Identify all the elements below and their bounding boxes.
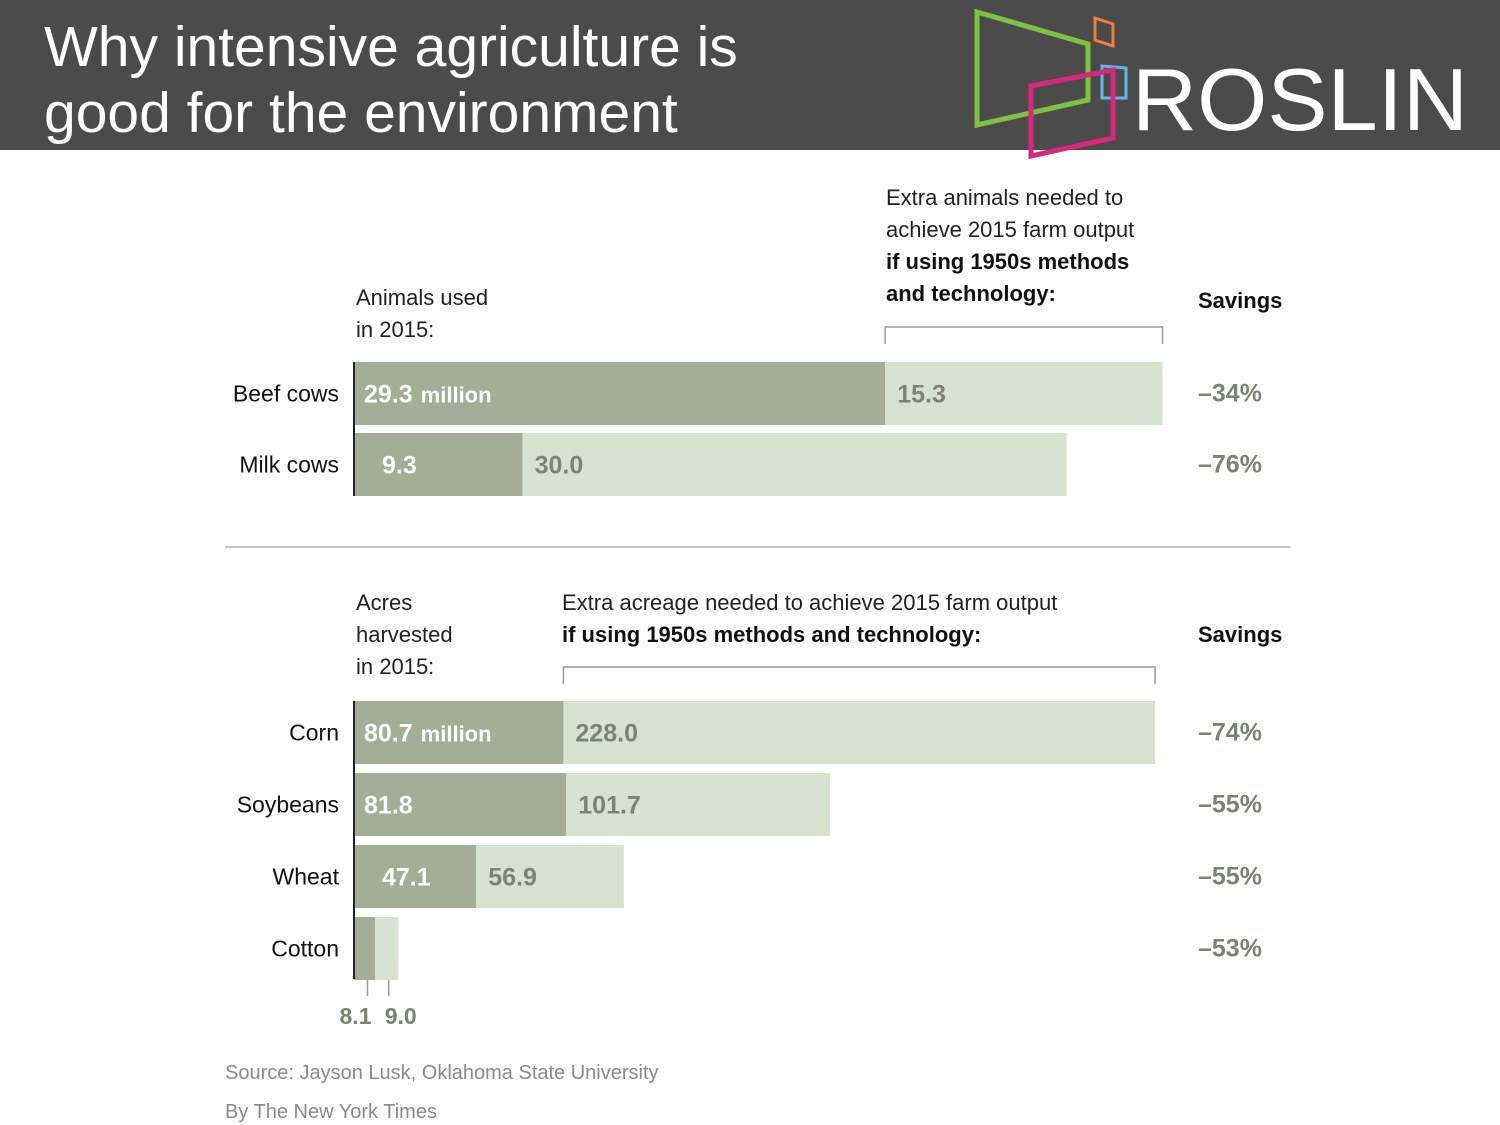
bar-extra-beef-cows xyxy=(885,362,1163,425)
used-header-label: in 2015: xyxy=(356,317,434,342)
extra-header-label-bold: and technology: xyxy=(886,281,1056,306)
used-header-label: Acres xyxy=(356,590,412,615)
logo-blue-frame-shape xyxy=(1100,64,1128,100)
header-bar: Why intensive agriculture is good for th… xyxy=(0,0,1500,160)
extra-header-label-bold: if using 1950s methods xyxy=(886,249,1129,274)
logo-green-frame-shape xyxy=(974,8,1091,129)
value-label-used-beef-cows: 29.3 million xyxy=(364,381,492,409)
extra-bracket xyxy=(562,666,1156,684)
credit-note: By The New York Times xyxy=(225,1101,437,1123)
savings-header: Savings xyxy=(1198,622,1282,647)
bar-extra-corn xyxy=(563,701,1156,764)
unit-suffix: million xyxy=(421,383,492,408)
bar-extra-cotton xyxy=(375,917,399,980)
savings-value-corn: –74% xyxy=(1198,719,1262,747)
category-label-cotton: Cotton xyxy=(271,936,339,962)
savings-value-milk-cows: –76% xyxy=(1198,451,1262,479)
logo-magenta-frame-shape xyxy=(1028,66,1116,160)
savings-value-beef-cows: –34% xyxy=(1198,380,1262,408)
value-label-extra-milk-cows: 30.0 xyxy=(535,452,584,480)
category-label-milk-cows: Milk cows xyxy=(239,452,339,478)
value-label-used-wheat: 47.1 xyxy=(382,864,431,892)
logo-wordmark: ROSLIN xyxy=(1132,50,1468,149)
bar-extra-soybeans xyxy=(566,773,831,836)
logo-orange-frame-shape xyxy=(1093,15,1115,49)
savings-value-soybeans: –55% xyxy=(1198,791,1262,819)
category-label-beef-cows: Beef cows xyxy=(233,381,339,407)
category-label-wheat: Wheat xyxy=(273,864,340,890)
value-label-extra-cotton: 9.0 xyxy=(385,1003,417,1029)
bar-used-corn xyxy=(354,701,564,764)
bar-used-soybeans xyxy=(354,773,567,836)
value-label-extra-beef-cows: 15.3 xyxy=(897,381,946,409)
bar-used-milk-cows xyxy=(354,433,523,496)
savings-value-cotton: –53% xyxy=(1198,935,1262,963)
chart-area: Animals used in 2015: Extra animals needed… xyxy=(225,185,1291,1029)
bar-used-beef-cows xyxy=(354,362,886,425)
used-header-label: Animals used xyxy=(356,285,488,310)
value-label-used-soybeans: 81.8 xyxy=(364,792,413,820)
extra-header-label: Extra acreage needed to achieve 2015 far… xyxy=(562,590,1057,615)
source-note: Source: Jayson Lusk, Oklahoma State Univ… xyxy=(225,1062,659,1084)
bar-used-cotton xyxy=(354,917,376,980)
extra-header-label-bold: if using 1950s methods and technology: xyxy=(562,622,981,647)
value-label-extra-wheat: 56.9 xyxy=(488,864,537,892)
value-label-used-corn: 80.7 million xyxy=(364,720,492,748)
page-title: Why intensive agriculture is good for th… xyxy=(44,15,738,145)
bar-extra-wheat xyxy=(476,845,624,908)
value-label-extra-soybeans: 101.7 xyxy=(578,792,641,820)
category-label-corn: Corn xyxy=(289,720,339,746)
bar-used-wheat xyxy=(354,845,477,908)
used-header-label: harvested xyxy=(356,622,453,647)
extra-header-label: achieve 2015 farm output xyxy=(886,217,1134,242)
value-label-extra-corn: 228.0 xyxy=(575,720,638,748)
savings-value-wheat: –55% xyxy=(1198,863,1262,891)
savings-header: Savings xyxy=(1198,288,1282,313)
unit-suffix: million xyxy=(421,722,492,747)
value-label-used-milk-cows: 9.3 xyxy=(382,452,417,480)
roslin-logo: ROSLIN xyxy=(974,8,1468,160)
value-label-used-cotton: 8.1 xyxy=(340,1003,372,1029)
extra-bracket xyxy=(884,326,1164,344)
bar-extra-milk-cows xyxy=(522,433,1067,496)
category-label-soybeans: Soybeans xyxy=(237,792,339,818)
used-header-label: in 2015: xyxy=(356,654,434,679)
extra-header-label: Extra animals needed to xyxy=(886,185,1123,210)
